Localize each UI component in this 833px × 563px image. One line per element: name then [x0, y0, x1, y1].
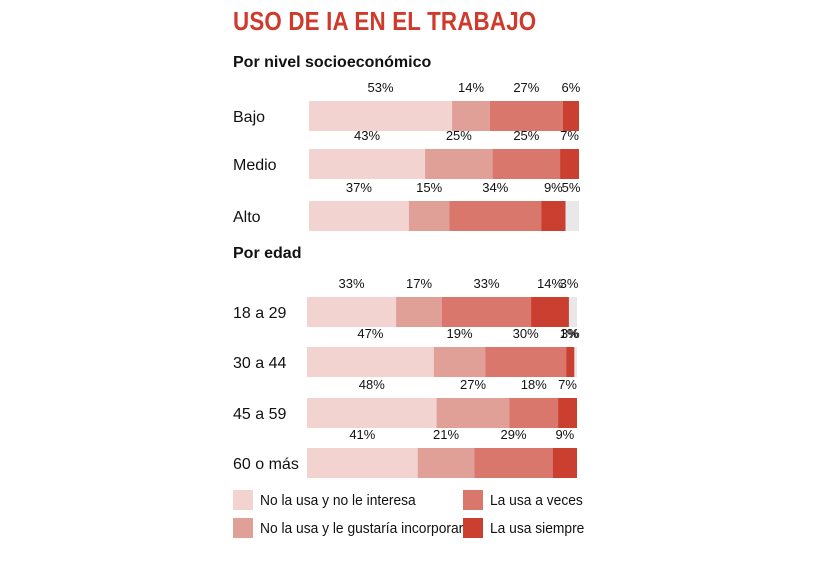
bar-segment — [307, 297, 397, 327]
data-label: 27% — [513, 80, 539, 95]
data-label: 3% — [561, 326, 580, 341]
bar-segment — [541, 201, 566, 231]
bar-segment — [307, 347, 434, 377]
bar-segment — [309, 101, 453, 131]
category-label: 45 a 59 — [233, 406, 286, 423]
data-label: 9% — [544, 180, 563, 195]
legend-item-siempre: La usa siempre — [463, 518, 593, 538]
data-label: 33% — [339, 276, 365, 291]
bar-segment — [485, 347, 567, 377]
bar-segment — [474, 448, 553, 478]
data-label-remainder: 3% — [560, 276, 579, 291]
bar-segment — [442, 297, 532, 327]
data-label: 34% — [482, 180, 508, 195]
bar-segment — [396, 297, 442, 327]
category-label: 18 a 29 — [233, 305, 286, 322]
data-label-remainder: 1% — [560, 326, 579, 341]
data-label: 47% — [357, 326, 383, 341]
data-label: 21% — [433, 427, 459, 442]
category-label: 30 a 44 — [233, 355, 286, 372]
data-label: 6% — [562, 80, 581, 95]
bar-segment — [562, 101, 579, 131]
legend-swatch — [233, 518, 253, 538]
section-title-edad: Por edad — [233, 245, 302, 262]
bar-segment — [309, 201, 409, 231]
data-label: 9% — [555, 427, 574, 442]
data-label: 30% — [513, 326, 539, 341]
bar-segment — [509, 398, 559, 428]
legend-item-gustaria: No la usa y le gustaría incorporarla — [233, 518, 493, 538]
data-label: 29% — [501, 427, 527, 442]
data-label: 7% — [560, 128, 579, 143]
bar-segment — [433, 347, 486, 377]
data-label: 53% — [368, 80, 394, 95]
bar-segment — [566, 347, 575, 377]
bar-segment — [417, 448, 475, 478]
data-label: 43% — [354, 128, 380, 143]
bar-segment — [531, 297, 569, 327]
bar-segment — [489, 101, 563, 131]
bar-segment — [560, 149, 579, 179]
legend-label: No la usa y no le interesa — [260, 491, 416, 509]
bar-segment — [492, 149, 561, 179]
data-label: 15% — [416, 180, 442, 195]
chart-title: USO DE IA EN EL TRABAJO — [233, 6, 537, 36]
category-label: Alto — [233, 209, 261, 226]
data-label: 27% — [460, 377, 486, 392]
data-label: 25% — [446, 128, 472, 143]
legend-swatch — [233, 490, 253, 510]
legend-label: No la usa y le gustaría incorporarla — [260, 519, 475, 537]
bar-segment — [552, 448, 577, 478]
category-label: Bajo — [233, 109, 265, 126]
data-label: 48% — [359, 377, 385, 392]
legend-label: La usa siempre — [490, 519, 585, 537]
legend-item-no-interesa: No la usa y no le interesa — [233, 490, 429, 510]
data-label: 14% — [458, 80, 484, 95]
section-title-socioeconomico: Por nivel socioeconómico — [233, 54, 432, 71]
bar-segment — [425, 149, 493, 179]
bar-segment — [307, 448, 418, 478]
legend-swatch — [463, 518, 483, 538]
bar-segment — [558, 398, 577, 428]
bar-segment — [452, 101, 490, 131]
legend-label: La usa a veces — [490, 491, 583, 509]
category-label: Medio — [233, 157, 277, 174]
bar-segment — [436, 398, 510, 428]
data-label: 25% — [513, 128, 539, 143]
data-label: 14% — [537, 276, 563, 291]
bar-segment — [449, 201, 542, 231]
data-label: 17% — [406, 276, 432, 291]
data-label: 37% — [346, 180, 372, 195]
bar-segment — [408, 201, 450, 231]
data-label: 41% — [349, 427, 375, 442]
data-label: 7% — [558, 377, 577, 392]
legend-item-a-veces: La usa a veces — [463, 490, 591, 510]
category-label: 60 o más — [233, 456, 299, 473]
data-label: 33% — [474, 276, 500, 291]
bar-segment — [307, 398, 437, 428]
data-label: 19% — [447, 326, 473, 341]
legend: No la usa y no le interesa No la usa y l… — [233, 486, 613, 546]
legend-swatch — [463, 490, 483, 510]
bar-segment — [309, 149, 426, 179]
data-label-remainder: 5% — [562, 180, 581, 195]
data-label: 18% — [521, 377, 547, 392]
